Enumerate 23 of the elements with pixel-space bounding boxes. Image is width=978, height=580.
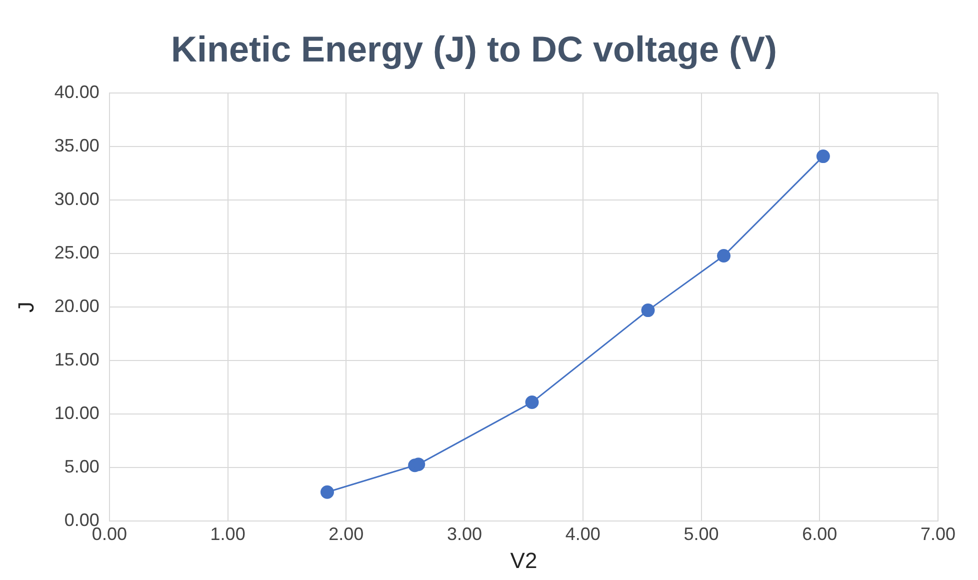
x-tick-label: 5.00 <box>684 524 719 544</box>
x-tick-label: 7.00 <box>920 524 956 544</box>
x-axis-title: V2 <box>510 548 538 573</box>
point <box>641 304 655 318</box>
y-tick-label: 25.00 <box>54 242 100 263</box>
y-axis-title: J <box>13 302 38 313</box>
y-tick-label: 40.00 <box>54 82 100 102</box>
y-tick-label: 10.00 <box>54 403 100 424</box>
x-tick-label: 2.00 <box>328 524 364 544</box>
y-tick-label: 5.00 <box>64 456 100 476</box>
point <box>525 396 539 410</box>
y-tick-label: 20.00 <box>54 296 100 316</box>
x-tick-label: 3.00 <box>447 524 482 544</box>
y-tick-label: 15.00 <box>54 350 100 370</box>
point <box>717 249 731 263</box>
chart-title: Kinetic Energy (J) to DC voltage (V) <box>170 28 778 70</box>
x-tick-label: 6.00 <box>802 524 838 544</box>
point <box>816 150 830 164</box>
y-tick-label: 35.00 <box>54 136 100 156</box>
x-tick-label: 4.00 <box>565 524 600 544</box>
x-tick-label: 1.00 <box>210 524 246 544</box>
point <box>320 485 334 499</box>
y-tick-label: 30.00 <box>54 189 100 210</box>
